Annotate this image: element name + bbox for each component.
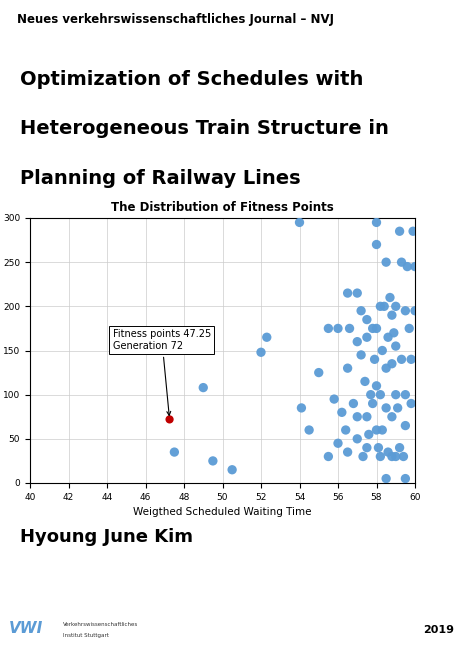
Point [381, 301, 388, 312]
Point [373, 380, 380, 391]
Point [363, 332, 371, 342]
Point [377, 451, 384, 461]
Text: Planning of Railway Lines: Planning of Railway Lines [20, 168, 301, 188]
Text: VWI: VWI [8, 621, 43, 636]
Point [367, 389, 374, 400]
Point [373, 323, 380, 334]
Point [392, 341, 399, 351]
Point [359, 451, 367, 461]
Point [200, 382, 207, 393]
Point [375, 443, 382, 453]
Point [325, 451, 332, 461]
Point [342, 425, 349, 435]
Point [378, 345, 386, 356]
Point [392, 389, 399, 400]
Point [335, 323, 342, 334]
Point [384, 447, 392, 457]
Point [363, 443, 371, 453]
Text: Neues verkehrswissenschaftliches Journal – NVJ: Neues verkehrswissenschaftliches Journal… [17, 12, 334, 25]
Point [354, 411, 361, 422]
Point [398, 354, 405, 365]
Text: Heterogeneous Train Structure in: Heterogeneous Train Structure in [20, 119, 389, 138]
Point [171, 447, 178, 457]
Point [383, 363, 390, 373]
Point [369, 399, 376, 409]
Text: Institut Stuttgart: Institut Stuttgart [63, 633, 109, 638]
Point [383, 474, 390, 484]
Point [377, 389, 384, 400]
Point [363, 411, 371, 422]
Text: 29: 29 [428, 12, 449, 27]
Point [166, 414, 173, 424]
Text: Fitness points 47.25
Generation 72: Fitness points 47.25 Generation 72 [113, 329, 211, 415]
Point [361, 376, 369, 387]
Point [388, 310, 396, 320]
Point [405, 323, 413, 334]
Point [228, 465, 236, 475]
Point [388, 411, 396, 422]
Point [394, 403, 401, 413]
Text: Optimization of Schedules with: Optimization of Schedules with [20, 70, 363, 89]
Point [369, 323, 376, 334]
Point [411, 306, 419, 316]
Point [392, 451, 399, 461]
Text: 2019: 2019 [423, 625, 454, 635]
Point [354, 336, 361, 347]
Text: Verkehrswissenschaftliches: Verkehrswissenschaftliches [63, 622, 138, 627]
Point [396, 443, 403, 453]
Point [390, 328, 398, 338]
Point [388, 451, 396, 461]
Point [378, 425, 386, 435]
Point [386, 292, 393, 303]
Point [411, 261, 419, 272]
Point [344, 288, 351, 298]
Point [344, 363, 351, 373]
Point [402, 474, 409, 484]
X-axis label: Weigthed Scheduled Waiting Time: Weigthed Scheduled Waiting Time [133, 507, 312, 517]
Point [354, 434, 361, 444]
Point [396, 226, 403, 237]
Point [408, 354, 415, 365]
Point [409, 226, 417, 237]
Point [384, 332, 392, 342]
Point [402, 306, 409, 316]
Point [296, 217, 303, 227]
Point [298, 403, 305, 413]
Point [346, 323, 353, 334]
Point [363, 314, 371, 325]
Point [392, 301, 399, 312]
Point [365, 429, 372, 439]
Point [398, 257, 405, 268]
Point [402, 421, 409, 431]
Point [330, 394, 338, 404]
Point [373, 217, 380, 227]
Point [344, 447, 351, 457]
Point [209, 456, 217, 466]
Point [377, 301, 384, 312]
Point [402, 389, 409, 400]
Point [305, 425, 313, 435]
Point [263, 332, 271, 342]
Text: Hyoung June Kim: Hyoung June Kim [20, 529, 193, 546]
Point [357, 350, 365, 360]
Point [315, 367, 322, 378]
Point [383, 403, 390, 413]
Point [400, 451, 407, 461]
Point [335, 438, 342, 448]
Point [373, 425, 380, 435]
Point [354, 288, 361, 298]
Point [371, 354, 378, 365]
Point [388, 358, 396, 369]
Point [404, 261, 411, 272]
Point [325, 323, 332, 334]
Point [383, 257, 390, 268]
Point [338, 407, 345, 417]
Title: The Distribution of Fitness Points: The Distribution of Fitness Points [111, 201, 334, 214]
Point [408, 399, 415, 409]
Point [373, 239, 380, 249]
Point [350, 399, 357, 409]
Point [357, 306, 365, 316]
Point [257, 347, 265, 358]
